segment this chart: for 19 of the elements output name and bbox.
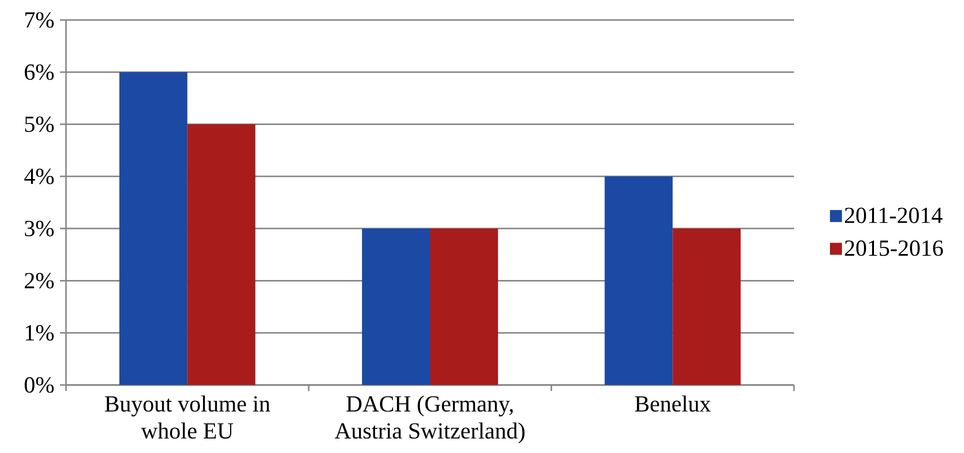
y-tick-label: 3%: [24, 220, 54, 236]
y-tick-label: 6%: [24, 64, 54, 80]
bar: [604, 176, 673, 385]
x-tick-label: Buyout volume in whole EU: [104, 396, 270, 439]
y-tick-label: 2%: [24, 272, 54, 288]
bar: [119, 72, 188, 385]
x-tick-label: DACH (Germany, Austria Switzerland): [334, 396, 525, 444]
bar: [362, 228, 430, 385]
y-tick-label: 7%: [25, 12, 54, 28]
bar: [430, 228, 498, 385]
legend-label: 2015-2016: [844, 240, 943, 256]
y-tick-label: 1%: [26, 325, 54, 341]
y-tick-label: 0%: [24, 377, 54, 393]
y-tick-label: 5%: [25, 116, 54, 132]
legend-label: 2011-2014: [844, 208, 942, 224]
bar: [187, 124, 256, 385]
y-tick-label: 4%: [24, 168, 54, 184]
bar: [672, 228, 741, 385]
x-tick-label: Benelux: [635, 396, 711, 412]
